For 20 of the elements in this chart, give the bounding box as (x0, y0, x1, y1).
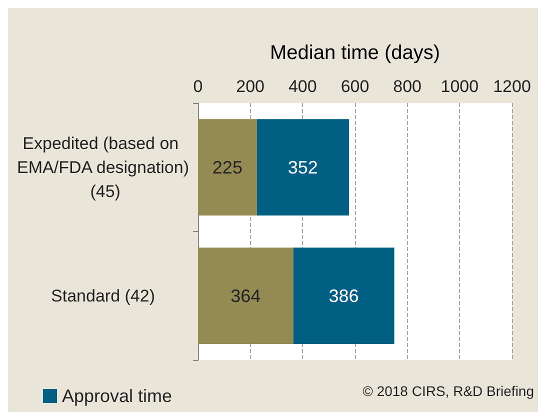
y-tick-label: Standard (42) (51, 286, 155, 306)
data-label: 386 (328, 286, 359, 306)
x-axis-title: Median time (days) (270, 42, 440, 64)
text: © 2018 CIRS, R&D Briefing (362, 383, 534, 399)
y-tick-label: Expedited (based on EMA/FDA designation) (45) (17, 134, 189, 201)
bar (198, 119, 257, 216)
bar (293, 248, 394, 344)
bar (256, 119, 349, 216)
x-tick-label: 1200 (493, 77, 531, 96)
x-tick-label: 800 (393, 77, 422, 96)
x-tick-label: 400 (288, 77, 317, 96)
data-label: 225 (212, 157, 242, 178)
x-tick-label: 0 (193, 77, 203, 96)
bar (198, 248, 294, 344)
x-tick-label: 1000 (440, 77, 479, 96)
data-label: 352 (288, 157, 318, 178)
x-tick-label: 200 (236, 77, 265, 96)
legend-label: Approval time (62, 386, 172, 406)
data-label: 364 (230, 286, 261, 306)
x-tick-label: 600 (340, 77, 370, 96)
